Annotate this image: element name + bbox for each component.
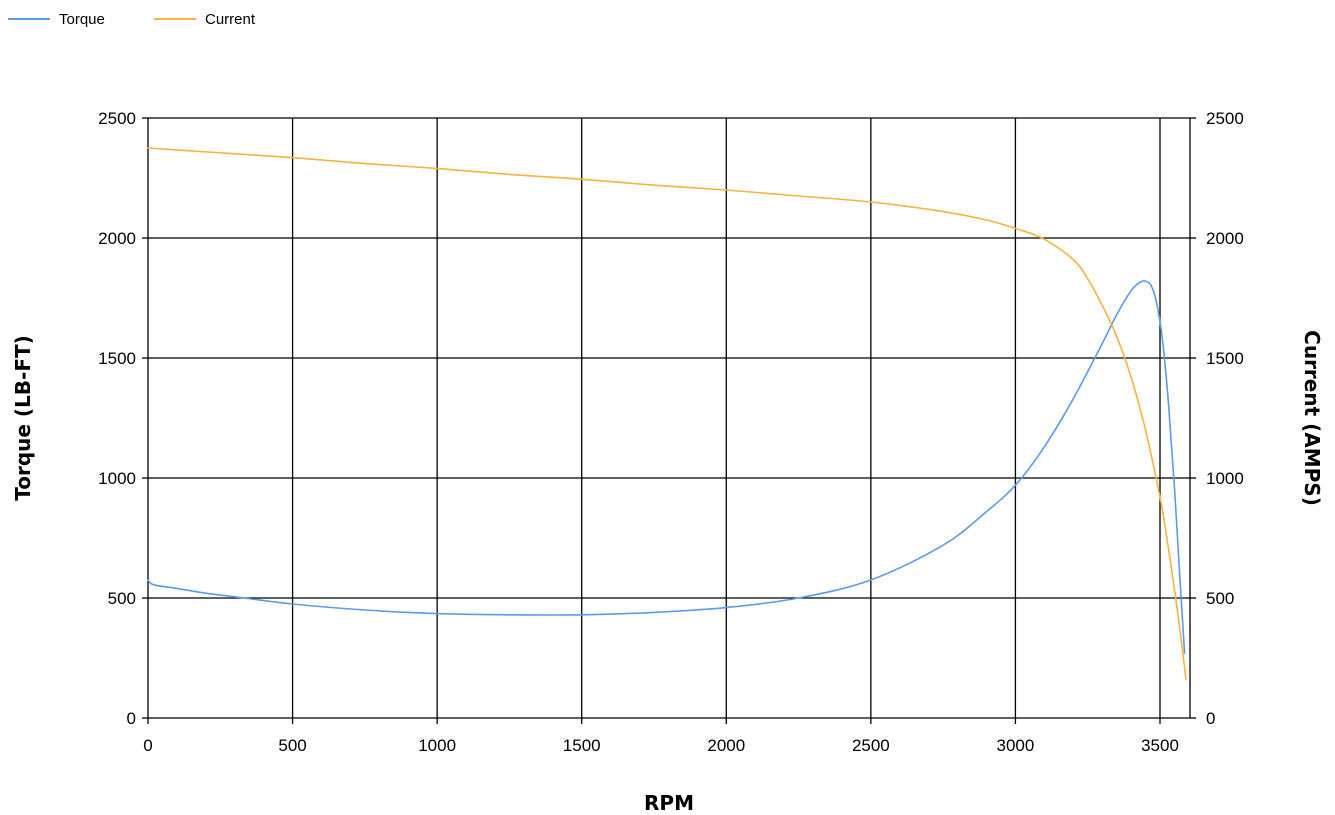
y-axis-left-title: Torque (LB-FT) bbox=[11, 335, 35, 501]
x-tick-label: 2500 bbox=[852, 736, 890, 755]
y-left-tick-label: 2500 bbox=[98, 109, 136, 128]
y-left-tick-label: 1500 bbox=[98, 349, 136, 368]
series-line-torque bbox=[147, 280, 1186, 654]
axes bbox=[142, 117, 1196, 724]
x-tick-label: 3000 bbox=[997, 736, 1035, 755]
x-axis-title: RPM bbox=[644, 791, 694, 815]
y-right-tick-label: 1000 bbox=[1206, 469, 1244, 488]
y-left-tick-label: 2000 bbox=[98, 229, 136, 248]
x-tick-label: 2000 bbox=[707, 736, 745, 755]
series-lines bbox=[147, 147, 1187, 681]
y-right-tick-label: 2500 bbox=[1206, 109, 1244, 128]
y-right-tick-label: 500 bbox=[1206, 589, 1234, 608]
legend-label-torque: Torque bbox=[59, 11, 105, 28]
y-right-tick-label: 0 bbox=[1206, 709, 1215, 728]
y-right-tick-label: 1500 bbox=[1206, 349, 1244, 368]
grid-lines bbox=[148, 117, 1190, 719]
legend-label-current: Current bbox=[205, 11, 256, 28]
tick-labels: 0 500 1000 1500 2000 2500 3000 3500 0 500 1000 1500… bbox=[98, 109, 1244, 755]
x-tick-label: 0 bbox=[143, 736, 152, 755]
y-left-tick-label: 500 bbox=[108, 589, 136, 608]
y-left-tick-label: 1000 bbox=[98, 469, 136, 488]
x-tick-label: 3500 bbox=[1141, 736, 1179, 755]
legend: Torque Current bbox=[8, 11, 256, 28]
y-right-tick-label: 2000 bbox=[1206, 229, 1244, 248]
x-tick-label: 1500 bbox=[563, 736, 601, 755]
x-tick-label: 1000 bbox=[418, 736, 456, 755]
y-axis-right-title: Current (AMPS) bbox=[1300, 330, 1324, 506]
legend-item-current[interactable]: Current bbox=[154, 11, 256, 28]
y-left-tick-label: 0 bbox=[127, 709, 136, 728]
x-tick-label: 500 bbox=[278, 736, 306, 755]
series-line-current bbox=[147, 147, 1187, 681]
legend-item-torque[interactable]: Torque bbox=[8, 11, 105, 28]
